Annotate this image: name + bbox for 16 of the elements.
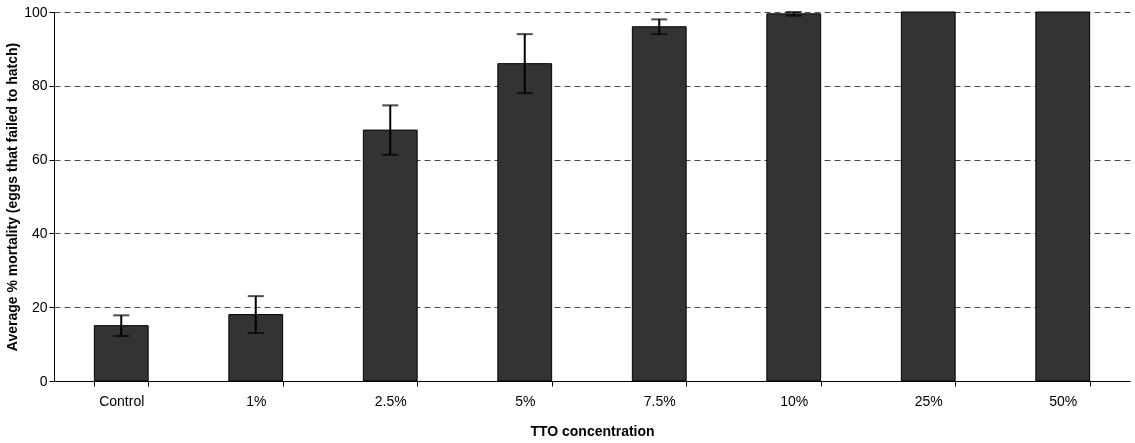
y-tick-label: 20 bbox=[31, 298, 48, 315]
x-tick-label: 5% bbox=[515, 392, 536, 409]
x-tick-label: 1% bbox=[246, 392, 267, 409]
x-axis-title: TTO concentration bbox=[530, 422, 655, 439]
y-tick-label: 40 bbox=[31, 224, 48, 241]
y-tick-label: 0 bbox=[39, 372, 48, 389]
y-axis-title: Average % mortality (eggs that failed to hatch) bbox=[4, 42, 21, 352]
x-tick-label: 25% bbox=[914, 392, 943, 409]
x-tick-label: 7.5% bbox=[643, 392, 676, 409]
x-tick-label: 50% bbox=[1049, 392, 1078, 409]
x-tick-label: 10% bbox=[780, 392, 809, 409]
y-tick-label: 100 bbox=[24, 3, 48, 20]
x-tick-label: 2.5% bbox=[374, 392, 407, 409]
y-tick-label: 80 bbox=[31, 77, 48, 94]
x-tick-label: Control bbox=[99, 392, 145, 409]
y-tick-label: 60 bbox=[31, 151, 48, 168]
